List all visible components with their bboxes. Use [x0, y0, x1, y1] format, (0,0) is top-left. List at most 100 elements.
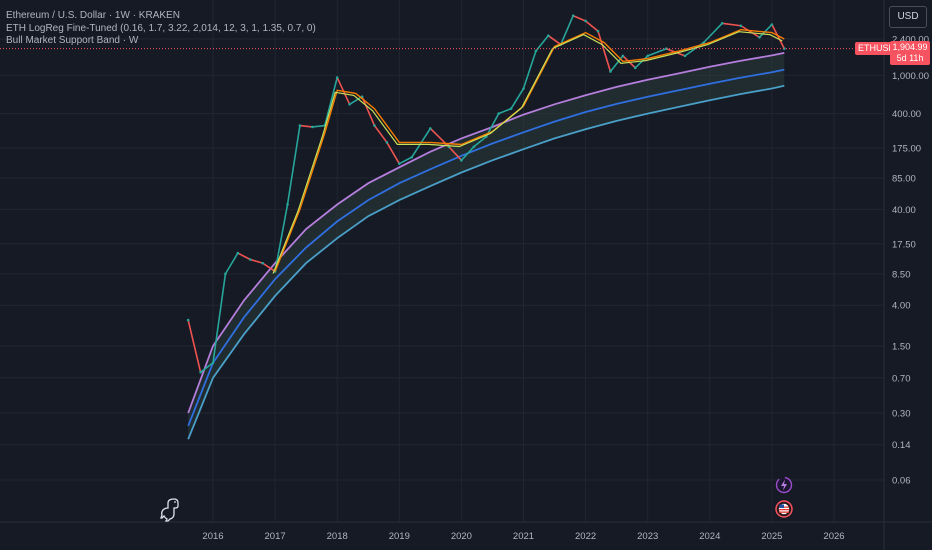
chart-series: [186, 14, 786, 440]
price-segment: [740, 25, 760, 38]
y-tick-label: 85.00: [892, 174, 916, 185]
price-point: [348, 102, 351, 106]
logreg-band-fill: [188, 52, 785, 440]
price-segment: [237, 252, 251, 261]
price-point: [286, 203, 289, 206]
y-tick-label: 175.00: [892, 143, 921, 154]
price-point: [584, 19, 587, 23]
price-point: [398, 162, 401, 165]
price-segment: [274, 204, 289, 272]
x-tick-label: 2026: [823, 531, 844, 542]
price-point: [522, 87, 525, 90]
y-tick-label: 0.06: [892, 476, 911, 487]
price-point: [497, 112, 500, 115]
price-axis[interactable]: 2,400.00 1,000.00 400.00 175.00 85.00 40.00 17…: [892, 35, 929, 487]
x-tick-label: 2017: [265, 531, 286, 542]
currency-selector[interactable]: USD: [889, 6, 927, 28]
price-segment: [448, 146, 462, 161]
price-segment: [312, 124, 325, 128]
price-point: [248, 258, 252, 261]
price-segment: [200, 362, 214, 373]
price-point: [702, 41, 705, 44]
price-segment: [187, 319, 202, 373]
price-point: [199, 370, 202, 374]
price-segment: [572, 14, 586, 22]
price-segment: [622, 55, 636, 69]
y-tick-label: 4.00: [892, 301, 911, 312]
price-point: [472, 145, 476, 149]
logreg-low-line: [187, 84, 785, 440]
price-segment: [299, 124, 313, 128]
price-segment: [522, 50, 537, 89]
y-tick-label: 1,000.00: [892, 71, 929, 82]
x-tick-label: 2024: [699, 531, 720, 542]
price-segment: [212, 273, 227, 364]
y-tick-label: 17.50: [892, 239, 916, 250]
price-point: [683, 54, 687, 58]
x-tick-label: 2025: [761, 531, 782, 542]
us-flag-event-icon[interactable]: [775, 500, 793, 518]
price-segment: [560, 15, 574, 45]
price-segment: [224, 252, 239, 275]
x-tick-label: 2023: [637, 531, 658, 542]
price-segment: [498, 107, 512, 115]
price-point: [224, 272, 227, 276]
price-segment: [722, 22, 741, 27]
x-tick-label: 2019: [389, 531, 410, 542]
y-tick-label: 0.70: [892, 373, 911, 384]
price-point: [385, 141, 389, 144]
symbol-title[interactable]: Ethereum / U.S. Dollar · 1W · KRAKEN: [6, 10, 180, 21]
price-point: [509, 107, 513, 110]
y-tick-label: 1.50: [892, 342, 911, 353]
bmsb-sma-line: [274, 28, 785, 272]
indicator-logreg-label[interactable]: ETH LogReg Fine-Tuned (0.16, 1.7, 3.22, …: [6, 22, 316, 34]
lightning-event-icon[interactable]: [775, 476, 793, 494]
price-point: [621, 54, 625, 58]
price-point: [758, 36, 761, 39]
price-point: [311, 125, 314, 129]
price-point: [373, 124, 376, 127]
price-segment: [647, 47, 667, 57]
price-segment: [634, 55, 649, 69]
price-point: [770, 23, 774, 26]
price-point: [186, 318, 190, 322]
x-tick-label: 2021: [513, 531, 534, 542]
price-point: [739, 24, 743, 28]
price-point: [571, 14, 575, 18]
price-point: [646, 54, 649, 58]
x-tick-label: 2022: [575, 531, 596, 542]
time-axis[interactable]: 2016 2017 2018 2019 2020 2021 2022 2023 2024 2025…: [202, 531, 844, 542]
price-segment: [286, 125, 301, 205]
indicator-bmsb-label[interactable]: Bull Market Support Band · W: [6, 35, 139, 46]
price-segment: [460, 146, 475, 161]
price-segment: [386, 142, 400, 165]
trading-view-dino-icon[interactable]: [160, 496, 182, 522]
logreg-top-line: [187, 52, 785, 414]
price-segment: [349, 96, 363, 105]
price-point: [335, 76, 339, 79]
y-tick-label: 2,400.00: [892, 35, 929, 46]
x-tick-label: 2016: [202, 531, 223, 542]
price-point: [429, 127, 432, 130]
last-price-value: 1,904.99: [892, 42, 928, 52]
y-tick-label: 400.00: [892, 109, 921, 120]
price-segment: [473, 135, 487, 148]
price-point: [547, 34, 550, 37]
price-point: [609, 70, 612, 73]
logreg-band-area: [188, 52, 785, 440]
y-tick-label: 40.00: [892, 205, 916, 216]
price-segment: [262, 262, 276, 273]
price-segment: [758, 23, 773, 38]
price-point: [460, 159, 463, 162]
price-point: [596, 29, 600, 33]
chart-legend: Ethereum / U.S. Dollar · 1W · KRAKEN ETH…: [6, 10, 316, 48]
price-segment: [547, 35, 562, 46]
price-point: [534, 49, 538, 53]
price-segment: [373, 125, 388, 143]
price-point: [633, 66, 637, 70]
bar-countdown: 5d 11h: [896, 53, 924, 63]
price-point: [410, 155, 414, 159]
price-point: [783, 47, 786, 50]
